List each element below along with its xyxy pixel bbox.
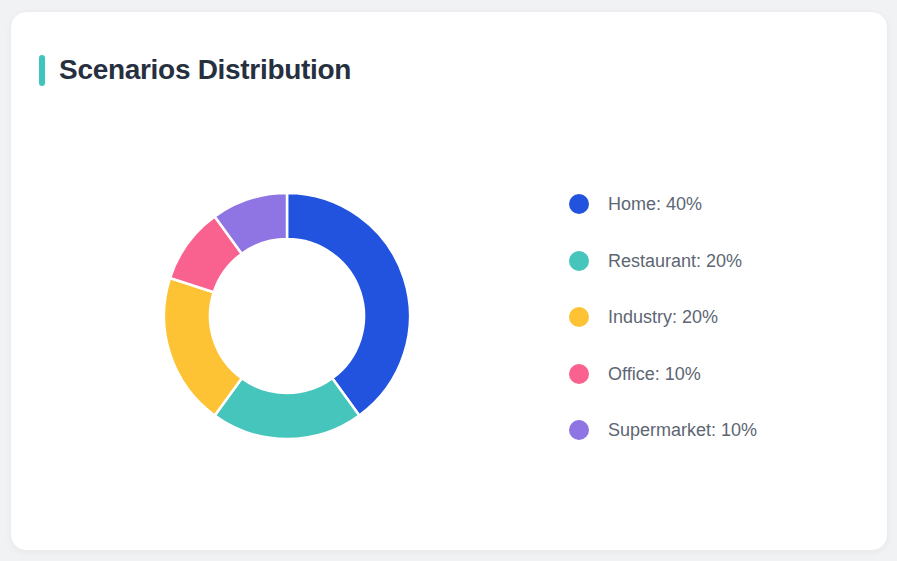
legend-dot-office (569, 364, 589, 384)
legend-item-home[interactable]: Home: 40% (569, 194, 757, 214)
donut-chart-svg (157, 186, 417, 446)
legend-dot-home (569, 194, 589, 214)
legend-label-industry: Industry: 20% (608, 307, 718, 327)
page: { "card": { "title": "Scenarios Distribu… (0, 0, 897, 561)
legend-item-restaurant[interactable]: Restaurant: 20% (569, 251, 757, 271)
legend-dot-supermarket (569, 420, 589, 440)
legend-label-supermarket: Supermarket: 10% (608, 420, 757, 440)
pie-segment-home[interactable] (287, 193, 410, 416)
legend-label-restaurant: Restaurant: 20% (608, 251, 742, 271)
legend-label-office: Office: 10% (608, 364, 701, 384)
legend-label-home: Home: 40% (608, 194, 702, 214)
card-header: Scenarios Distribution (39, 53, 351, 87)
title-accent-bar (39, 55, 45, 86)
legend-item-industry[interactable]: Industry: 20% (569, 307, 757, 327)
legend-item-office[interactable]: Office: 10% (569, 364, 757, 384)
legend-item-supermarket[interactable]: Supermarket: 10% (569, 420, 757, 440)
legend-dot-restaurant (569, 251, 589, 271)
legend-dot-industry (569, 307, 589, 327)
chart-legend: Home: 40% Restaurant: 20% Industry: 20% Off… (569, 194, 757, 440)
chart-title: Scenarios Distribution (59, 54, 351, 86)
card: Scenarios Distribution Home: 40% Restaura… (10, 11, 888, 551)
donut-chart (157, 186, 417, 446)
pie-segment-industry[interactable] (164, 278, 242, 416)
